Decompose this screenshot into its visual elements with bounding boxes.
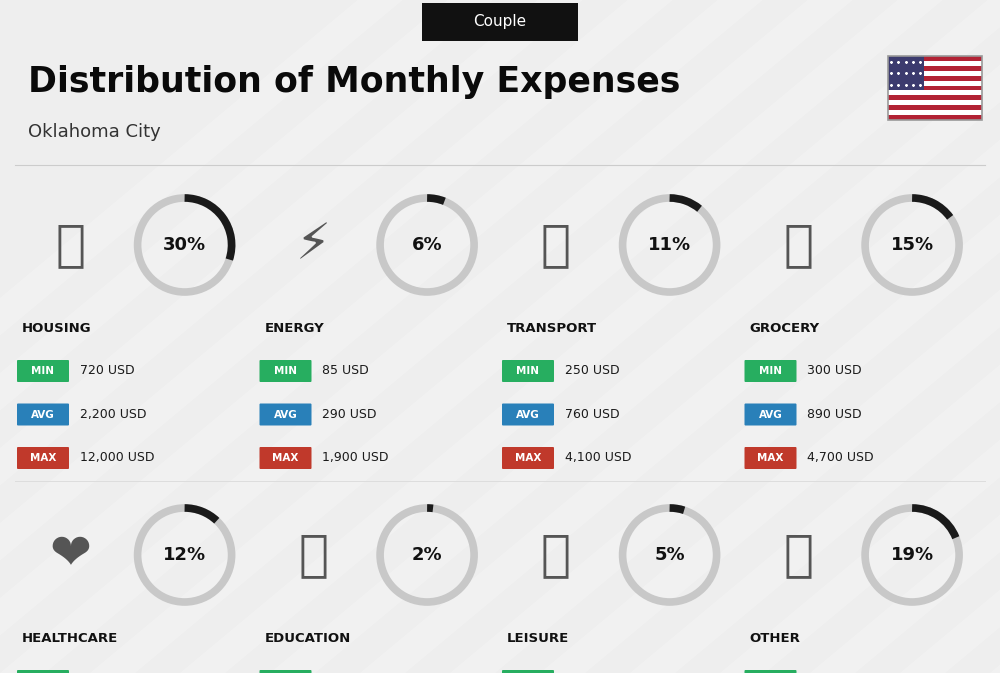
Text: AVG: AVG (274, 409, 297, 419)
Polygon shape (0, 0, 583, 673)
Text: 300 USD: 300 USD (807, 365, 862, 378)
FancyBboxPatch shape (17, 360, 69, 382)
FancyBboxPatch shape (502, 447, 554, 469)
FancyBboxPatch shape (422, 3, 578, 41)
Text: HEALTHCARE: HEALTHCARE (22, 633, 118, 645)
FancyBboxPatch shape (260, 404, 312, 425)
Text: MIN: MIN (274, 366, 297, 376)
FancyBboxPatch shape (888, 85, 982, 90)
Polygon shape (450, 0, 1000, 673)
FancyBboxPatch shape (744, 404, 796, 425)
Text: 85 USD: 85 USD (322, 365, 369, 378)
FancyBboxPatch shape (888, 100, 982, 105)
Text: 11%: 11% (648, 236, 691, 254)
Text: 4,100 USD: 4,100 USD (565, 452, 632, 464)
Text: 6%: 6% (412, 236, 442, 254)
FancyBboxPatch shape (888, 71, 982, 75)
Polygon shape (90, 0, 943, 673)
FancyBboxPatch shape (888, 56, 982, 61)
Polygon shape (0, 0, 403, 673)
Text: 760 USD: 760 USD (565, 408, 620, 421)
Text: MIN: MIN (516, 366, 539, 376)
Text: 250 USD: 250 USD (565, 365, 620, 378)
Text: MAX: MAX (30, 453, 56, 463)
Text: 🏗: 🏗 (56, 221, 86, 269)
Polygon shape (0, 0, 763, 673)
Text: 720 USD: 720 USD (80, 365, 135, 378)
FancyBboxPatch shape (744, 360, 796, 382)
FancyBboxPatch shape (888, 56, 924, 90)
Text: 15%: 15% (891, 236, 934, 254)
Polygon shape (180, 0, 1000, 673)
Polygon shape (900, 0, 1000, 673)
FancyBboxPatch shape (888, 90, 982, 96)
Polygon shape (630, 0, 1000, 673)
FancyBboxPatch shape (744, 670, 796, 673)
Text: AVG: AVG (31, 409, 55, 419)
FancyBboxPatch shape (502, 670, 554, 673)
Text: 30%: 30% (163, 236, 206, 254)
Text: 2%: 2% (412, 546, 442, 564)
Text: 19%: 19% (891, 546, 934, 564)
FancyBboxPatch shape (260, 670, 312, 673)
Text: 🎓: 🎓 (298, 531, 328, 579)
Polygon shape (0, 0, 853, 673)
Text: OTHER: OTHER (750, 633, 800, 645)
Text: 🛍: 🛍 (541, 531, 571, 579)
Polygon shape (0, 0, 673, 673)
Polygon shape (270, 0, 1000, 673)
Text: Oklahoma City: Oklahoma City (28, 123, 161, 141)
Text: 4,700 USD: 4,700 USD (807, 452, 874, 464)
Polygon shape (720, 0, 1000, 673)
FancyBboxPatch shape (260, 360, 312, 382)
Text: AVG: AVG (516, 409, 540, 419)
Text: ⚡: ⚡ (296, 221, 331, 269)
FancyBboxPatch shape (888, 61, 982, 66)
Text: MAX: MAX (272, 453, 299, 463)
FancyBboxPatch shape (744, 447, 796, 469)
FancyBboxPatch shape (888, 110, 982, 115)
Text: 🛒: 🛒 (783, 221, 813, 269)
Text: 🚌: 🚌 (541, 221, 571, 269)
Text: 12,000 USD: 12,000 USD (80, 452, 154, 464)
FancyBboxPatch shape (17, 404, 69, 425)
Text: ❤: ❤ (50, 531, 92, 579)
Text: AVG: AVG (759, 409, 782, 419)
Text: ENERGY: ENERGY (264, 322, 324, 336)
FancyBboxPatch shape (502, 404, 554, 425)
Text: TRANSPORT: TRANSPORT (507, 322, 597, 336)
Polygon shape (360, 0, 1000, 673)
Text: MIN: MIN (32, 366, 54, 376)
FancyBboxPatch shape (17, 670, 69, 673)
Text: Couple: Couple (473, 15, 527, 30)
Text: 890 USD: 890 USD (807, 408, 862, 421)
Polygon shape (990, 0, 1000, 673)
FancyBboxPatch shape (888, 75, 982, 81)
FancyBboxPatch shape (888, 105, 982, 110)
FancyBboxPatch shape (888, 81, 982, 85)
FancyBboxPatch shape (502, 360, 554, 382)
Text: 1,900 USD: 1,900 USD (322, 452, 389, 464)
Text: EDUCATION: EDUCATION (264, 633, 351, 645)
Text: MAX: MAX (515, 453, 541, 463)
Text: GROCERY: GROCERY (750, 322, 820, 336)
FancyBboxPatch shape (888, 96, 982, 100)
Text: Distribution of Monthly Expenses: Distribution of Monthly Expenses (28, 65, 680, 99)
FancyBboxPatch shape (17, 447, 69, 469)
FancyBboxPatch shape (888, 115, 982, 120)
Text: 2,200 USD: 2,200 USD (80, 408, 146, 421)
Polygon shape (540, 0, 1000, 673)
Text: 💰: 💰 (783, 531, 813, 579)
Polygon shape (0, 0, 493, 673)
Text: HOUSING: HOUSING (22, 322, 92, 336)
FancyBboxPatch shape (260, 447, 312, 469)
Text: 290 USD: 290 USD (322, 408, 377, 421)
Text: LEISURE: LEISURE (507, 633, 569, 645)
FancyBboxPatch shape (888, 66, 982, 71)
Polygon shape (810, 0, 1000, 673)
Text: MIN: MIN (759, 366, 782, 376)
Text: 12%: 12% (163, 546, 206, 564)
Text: 5%: 5% (654, 546, 685, 564)
Text: MAX: MAX (757, 453, 784, 463)
